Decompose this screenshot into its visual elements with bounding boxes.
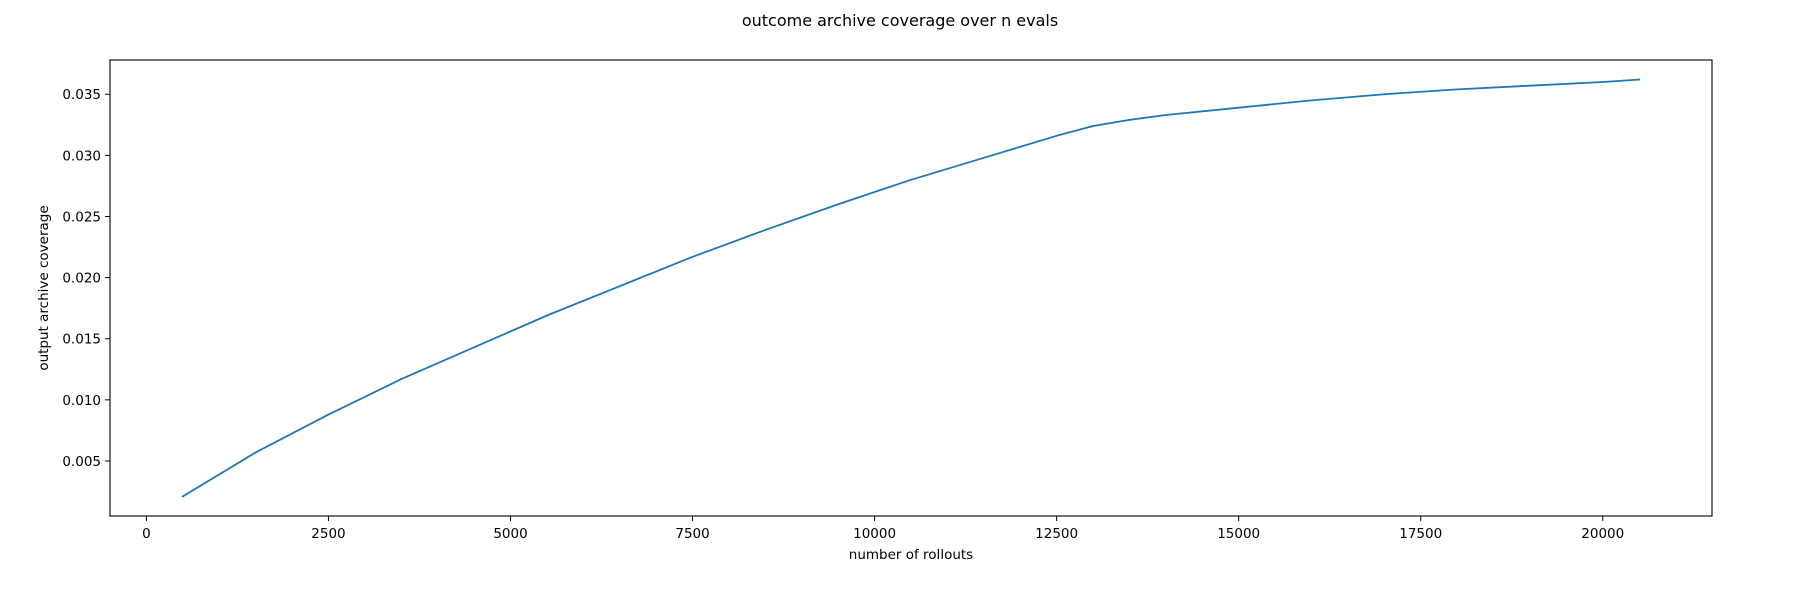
y-tick-label: 0.005 — [62, 454, 101, 470]
data-point — [1601, 81, 1604, 83]
chart-title: outcome archive coverage over n evals — [742, 11, 1058, 30]
plot-frame — [109, 59, 1713, 517]
x-tick-label: 15000 — [1217, 526, 1260, 542]
series-line-coverage — [181, 78, 1641, 498]
x-tick-label: 0 — [142, 526, 151, 542]
x-tick-label: 20000 — [1581, 526, 1624, 542]
data-point — [910, 178, 912, 181]
y-tick-label: 0.015 — [62, 332, 101, 348]
x-axis-label: number of rollouts — [849, 547, 973, 563]
plot-area — [181, 78, 1641, 498]
y-tick-label: 0.030 — [62, 148, 101, 164]
x-axis: 0 2500 5000 7500 10000 12500 15000 17500 20000 — [142, 516, 1624, 542]
data-point — [1237, 106, 1240, 109]
x-tick-label: 17500 — [1399, 526, 1442, 542]
data-point — [764, 229, 767, 231]
y-tick-label: 0.010 — [62, 393, 101, 409]
y-axis: 0.005 0.010 0.015 0.020 0.025 0.030 0.035 — [62, 87, 110, 470]
data-point — [1128, 119, 1131, 121]
y-tick-label: 0.025 — [62, 209, 101, 225]
x-tick-label: 2500 — [311, 526, 345, 542]
x-tick-label: 12500 — [1035, 526, 1078, 542]
data-point — [473, 346, 475, 349]
y-tick-label: 0.035 — [62, 87, 101, 103]
data-point — [1456, 88, 1459, 91]
data-point — [1383, 93, 1386, 96]
data-point — [327, 413, 330, 416]
data-point — [982, 156, 985, 159]
x-tick-label: 7500 — [675, 526, 709, 542]
y-tick-label: 0.020 — [62, 271, 101, 287]
data-point — [837, 203, 840, 206]
x-tick-label: 5000 — [493, 526, 527, 542]
data-point — [1164, 114, 1167, 116]
x-tick-label: 10000 — [853, 526, 896, 542]
data-point — [181, 495, 184, 498]
data-point — [546, 314, 548, 317]
data-point — [254, 451, 257, 454]
data-point — [1055, 134, 1058, 137]
data-point — [1092, 125, 1094, 127]
data-point — [691, 255, 694, 258]
data-point — [400, 378, 403, 380]
data-point — [618, 285, 621, 288]
y-axis-label: output archive coverage — [36, 205, 52, 370]
data-point — [1529, 84, 1531, 87]
data-point — [1638, 78, 1641, 81]
data-point — [1310, 99, 1313, 102]
